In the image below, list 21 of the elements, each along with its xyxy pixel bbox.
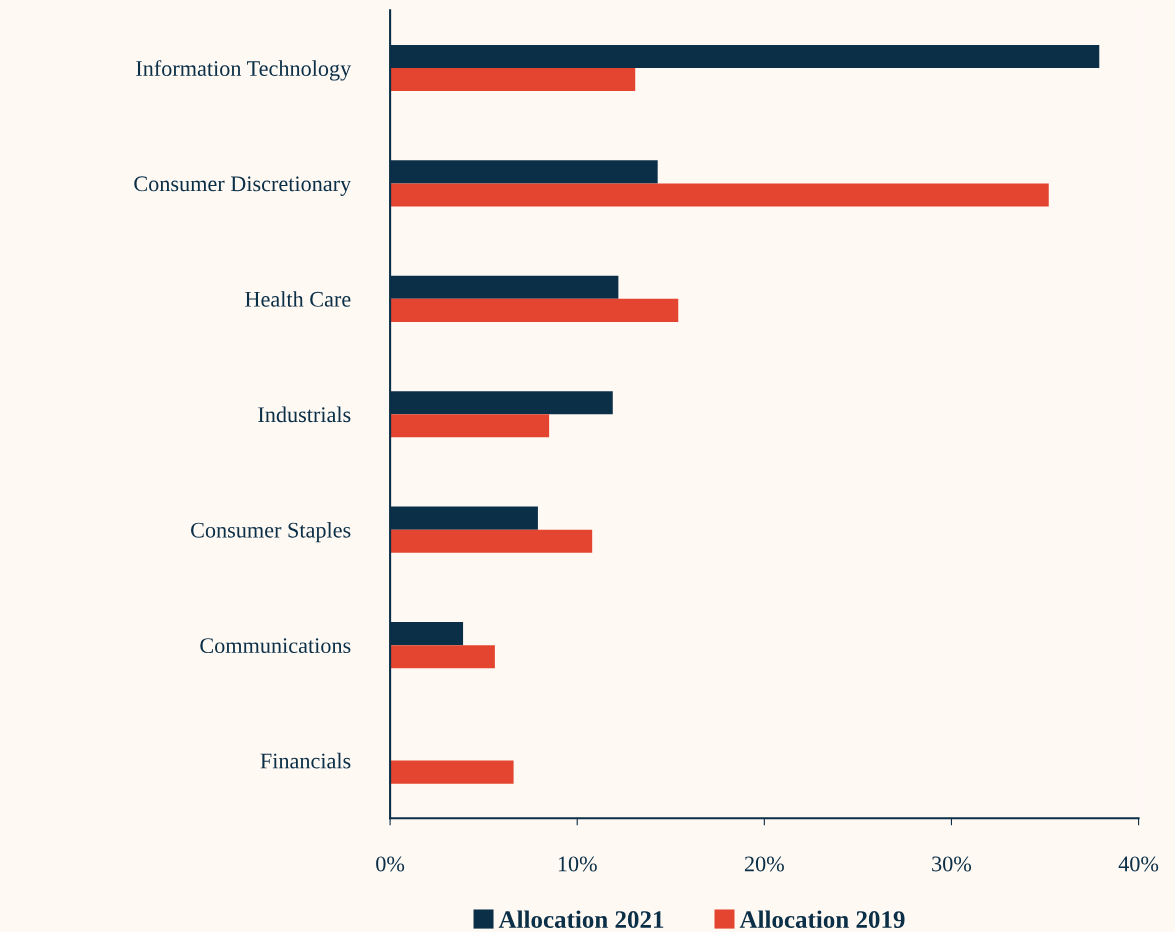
legend-label: Allocation 2021 (498, 910, 664, 928)
x-tick-label: 20% (744, 856, 784, 872)
y-tick-label: Financials (260, 752, 351, 769)
x-tick-label: 10% (558, 856, 597, 872)
bar (390, 529, 593, 553)
legend-label: Allocation 2019 (739, 910, 905, 928)
bar (390, 645, 495, 669)
y-tick-label: Consumer Discretionary (134, 176, 352, 196)
x-tick-label: 30% (932, 856, 972, 872)
y-tick-label: Industrials (258, 406, 351, 423)
bar (390, 760, 514, 784)
y-tick-label: Health Care (245, 291, 351, 307)
x-tick-label: 0% (376, 856, 405, 872)
bar (390, 298, 679, 322)
bar (390, 183, 1049, 207)
y-tick-label: Information Technology (136, 60, 352, 81)
y-tick-label: Communications (200, 638, 351, 654)
y-tick-label: Consumer Staples (191, 522, 351, 543)
bar (390, 67, 636, 92)
bar (390, 414, 550, 438)
x-tick-label: 40% (1118, 856, 1159, 872)
